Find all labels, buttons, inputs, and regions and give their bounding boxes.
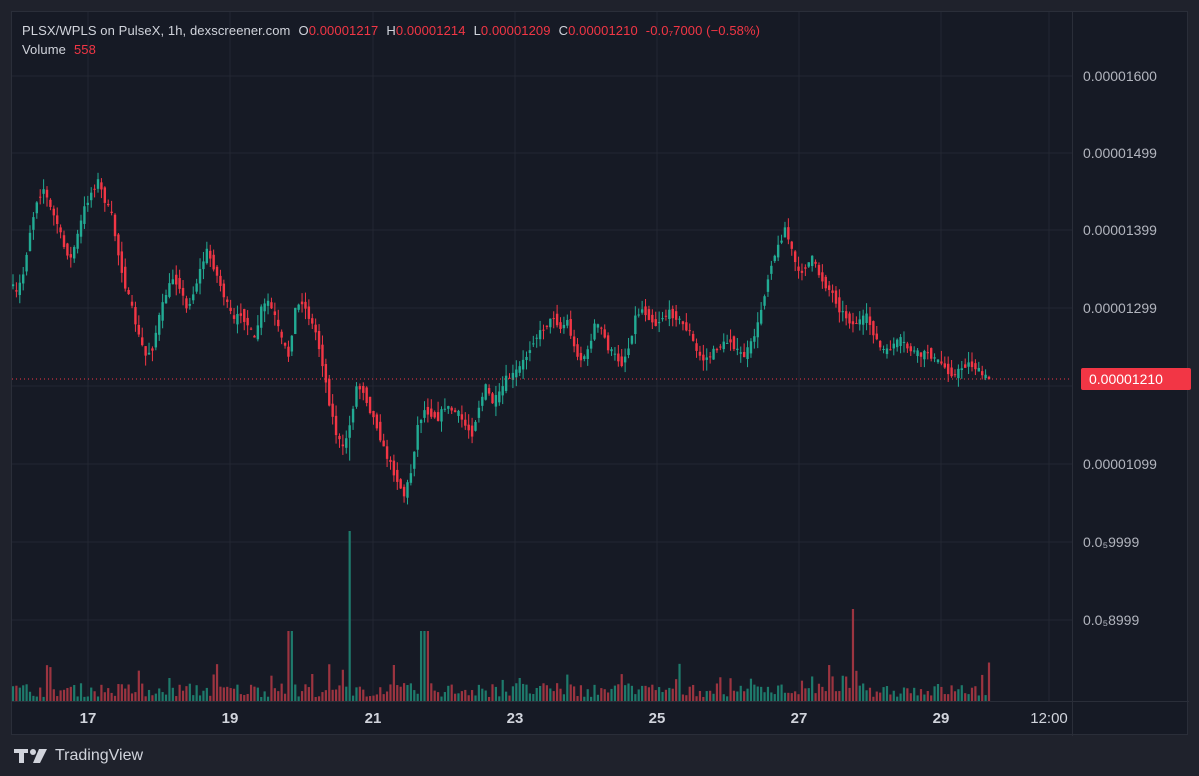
price-tick-label: 0.00001399 (1083, 222, 1157, 238)
tradingview-label: TradingView (55, 747, 144, 764)
time-axis[interactable]: 17 19 21 23 25 27 29 12:00 (12, 701, 1072, 736)
ohlc-legend: PLSX/WPLS on PulseX, 1h, dexscreener.com… (22, 23, 760, 38)
high-value: 0.00001214 (395, 23, 466, 38)
price-tick-label: 0.00001099 (1083, 456, 1157, 472)
low-value: 0.00001209 (480, 23, 551, 38)
time-tick-label: 23 (506, 710, 524, 727)
price-tick-label: 0.00001600 (1083, 68, 1157, 84)
high-label: H (386, 23, 396, 38)
close-value: 0.00001210 (568, 23, 638, 38)
symbol-title: PLSX/WPLS on PulseX, 1h, dexscreener.com (22, 23, 291, 38)
time-tick-label: 21 (364, 710, 382, 727)
tradingview-logo-icon (14, 749, 47, 763)
tradingview-branding[interactable]: TradingView (14, 746, 143, 766)
time-tick-label: 29 (932, 710, 950, 727)
price-tick-label: 0.00001299 (1083, 300, 1157, 316)
open-value: 0.00001217 (308, 23, 379, 38)
chart-pane[interactable]: PLSX/WPLS on PulseX, 1h, dexscreener.com… (12, 12, 1072, 701)
change-value: -0.0₇7000 (−0.58%) (645, 23, 761, 38)
close-label: C (558, 23, 569, 38)
candlestick-chart[interactable] (12, 12, 1072, 701)
volume-value: 558 (73, 42, 96, 57)
open-label: O (298, 23, 309, 38)
volume-label: Volume (22, 42, 66, 57)
low-label: L (473, 23, 481, 38)
time-tick-label: 17 (79, 710, 97, 727)
price-tick-label: 0.0₅9999 (1083, 534, 1140, 550)
chart-frame: PLSX/WPLS on PulseX, 1h, dexscreener.com… (11, 11, 1191, 736)
axis-corner (1072, 701, 1189, 736)
price-tick-label: 0.0₅8999 (1083, 612, 1140, 628)
time-tick-label: 19 (221, 710, 239, 727)
volume-legend: Volume 558 (22, 42, 96, 57)
price-tick-label: 0.00001499 (1083, 145, 1157, 161)
current-price-badge: 0.00001210 (1081, 368, 1191, 390)
price-axis[interactable]: 0.00001600 0.00001499 0.00001399 0.00001299… (1072, 12, 1191, 701)
time-tick-label: 12:00 (1030, 710, 1068, 727)
time-tick-label: 27 (790, 710, 808, 727)
time-tick-label: 25 (648, 710, 666, 727)
